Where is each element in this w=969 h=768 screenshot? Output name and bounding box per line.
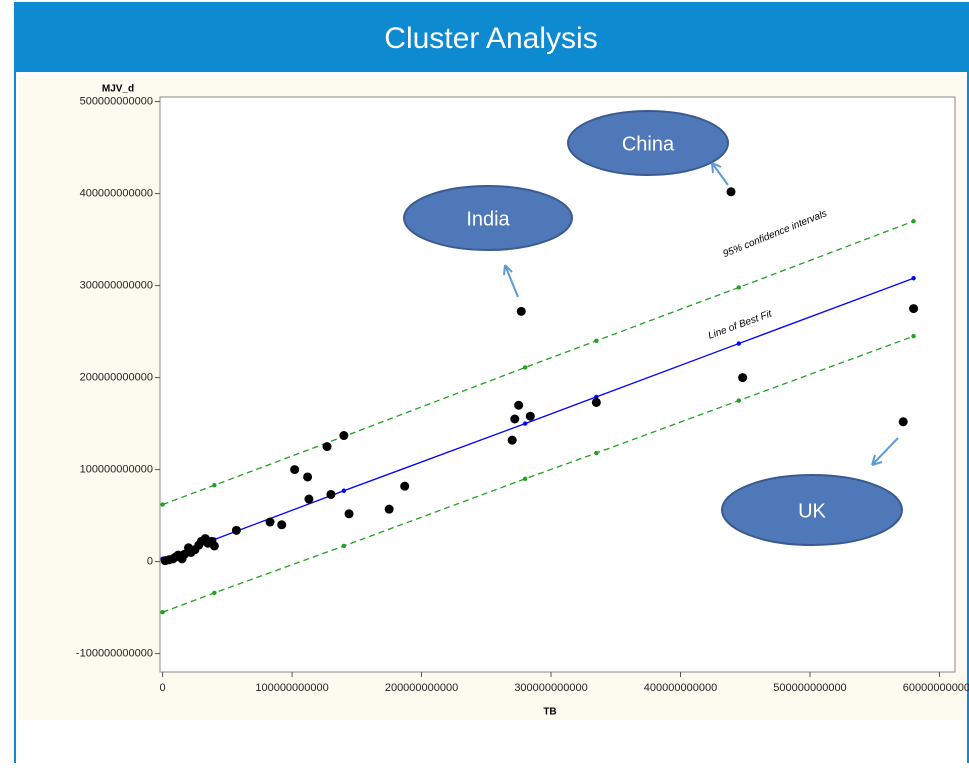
- point: [738, 373, 748, 383]
- point: [525, 411, 535, 421]
- callout-ellipse: [721, 474, 903, 546]
- line-vertex: [736, 285, 741, 290]
- line-vertex: [522, 365, 528, 370]
- line-vertex: [341, 543, 347, 549]
- x-axis-title: TB: [543, 707, 556, 718]
- plot-area: [159, 96, 956, 673]
- x-tick-label: 300000000000: [514, 682, 587, 694]
- line-vertex: [911, 276, 916, 281]
- y-tick-label: -100000000000: [76, 648, 153, 660]
- line-vertex: [736, 398, 741, 403]
- callout-label: UK: [798, 500, 826, 522]
- point: [290, 465, 300, 475]
- point: [400, 481, 410, 491]
- point: [339, 431, 349, 441]
- slide-title: Cluster Analysis: [384, 22, 597, 55]
- arrow: [503, 264, 519, 298]
- line-vertex: [522, 476, 528, 481]
- x-tick-label: 400000000000: [644, 682, 717, 694]
- point: [507, 435, 517, 445]
- y-tick-label: 500000000000: [80, 96, 153, 108]
- point: [898, 417, 908, 427]
- point: [344, 509, 354, 519]
- callout-ellipse: [567, 110, 729, 176]
- point: [322, 442, 332, 452]
- line-vertex: [341, 488, 347, 493]
- point: [326, 489, 336, 499]
- point: [726, 187, 736, 197]
- point: [304, 494, 314, 504]
- point: [384, 504, 394, 514]
- arrow: [711, 162, 729, 186]
- point: [231, 525, 241, 535]
- arrow: [871, 437, 899, 466]
- point: [510, 414, 520, 424]
- y-tick-label: 200000000000: [80, 372, 153, 384]
- point: [516, 306, 526, 316]
- callout-ellipse: [403, 185, 573, 251]
- point: [514, 400, 524, 410]
- x-tick-label: 600000000000: [903, 682, 969, 694]
- line-vertex: [160, 610, 165, 615]
- point: [303, 472, 313, 482]
- line-vertex: [160, 502, 165, 507]
- point: [209, 541, 219, 551]
- y-tick-label: 300000000000: [80, 280, 153, 292]
- callout-label: China: [622, 133, 675, 155]
- x-tick-label: 100000000000: [255, 682, 328, 694]
- point: [909, 304, 919, 314]
- line-vertex: [594, 338, 599, 343]
- arrows: [503, 162, 899, 466]
- line-vertex: [736, 341, 741, 346]
- line-vertex: [594, 394, 599, 400]
- x-tick-label: 200000000000: [385, 682, 458, 694]
- y-axis-title: MJV_d: [102, 84, 134, 95]
- y-tick-label: 0: [147, 556, 153, 568]
- x-tick-label: 500000000000: [773, 682, 846, 694]
- point: [591, 397, 601, 407]
- line-vertex: [911, 334, 916, 339]
- x-tick-label: 0: [160, 682, 166, 694]
- point: [265, 517, 275, 527]
- marks: -100000000000 0 100000000000 200000000000 30…: [76, 96, 969, 694]
- y-tick-label: 100000000000: [80, 464, 153, 476]
- callout-label: India: [466, 208, 510, 230]
- line-vertex: [594, 450, 599, 456]
- line-vertex: [212, 483, 217, 488]
- header-bar: [14, 2, 969, 72]
- y-tick-label: 400000000000: [80, 188, 153, 200]
- line-vertex: [911, 219, 916, 224]
- line-vertex: [212, 590, 217, 596]
- line-vertex: [522, 421, 528, 426]
- point: [277, 520, 287, 530]
